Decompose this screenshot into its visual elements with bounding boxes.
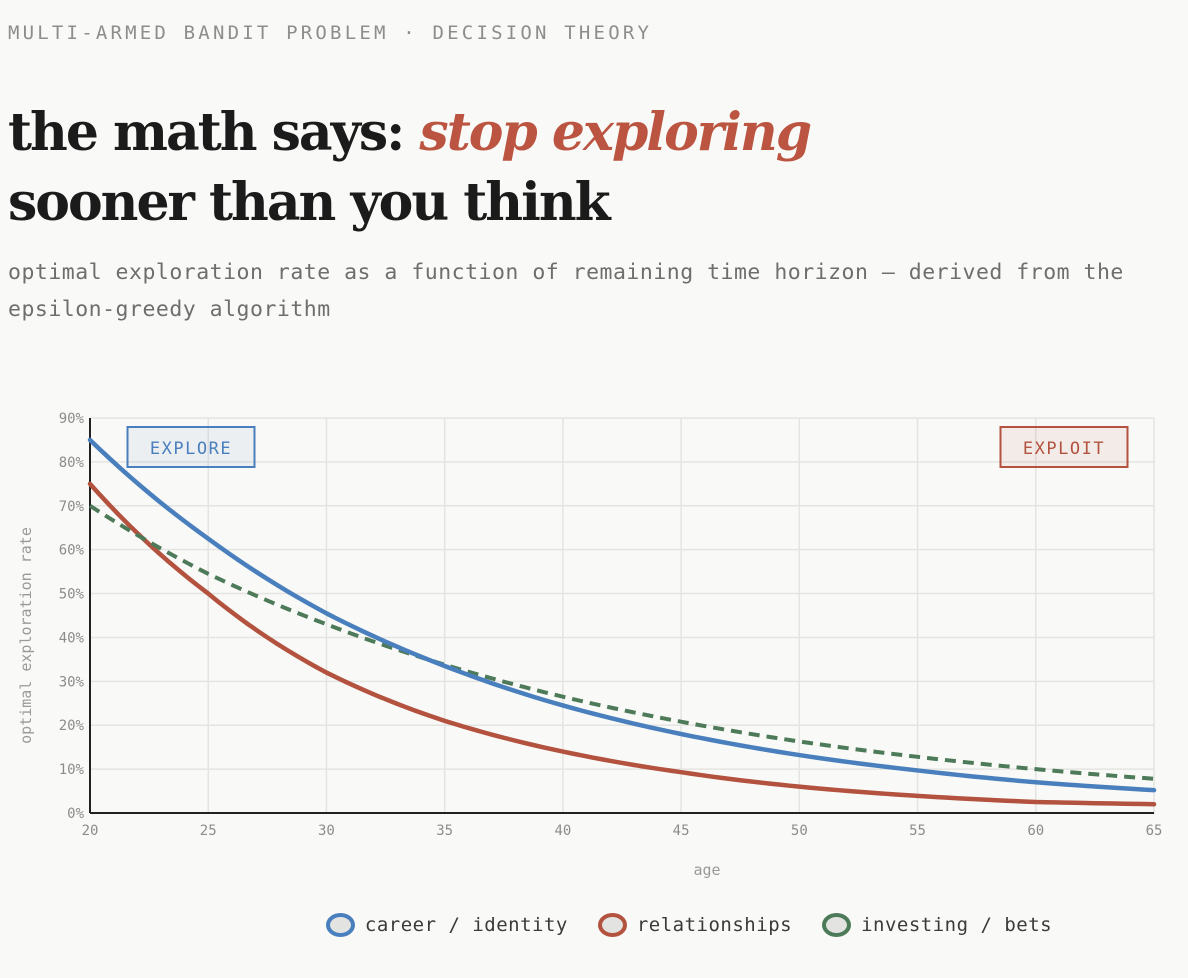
y-tick-label-30: 30% — [59, 674, 85, 690]
legend: career / identity relationships investin… — [0, 913, 1188, 937]
series-line-career-identity — [87, 437, 1157, 793]
y-tick-label-50: 50% — [59, 587, 85, 603]
explore-annotation-box — [126, 426, 256, 468]
headline-line-1: the math says: stop exploring — [8, 98, 812, 168]
x-tick-label-55: 55 — [909, 823, 926, 839]
headline-part-1: the math says: — [8, 102, 420, 163]
legend-swatch-investing — [822, 913, 852, 937]
legend-item-investing[interactable]: investing / bets — [822, 913, 1052, 937]
y-tick-label-70: 70% — [59, 499, 85, 515]
legend-label-career: career / identity — [364, 914, 568, 936]
x-axis-title: age — [693, 861, 720, 879]
x-tick-label-20: 20 — [82, 823, 99, 839]
x-tick-label-50: 50 — [791, 823, 808, 839]
legend-swatch-career — [325, 913, 355, 937]
explore-annotation-label: EXPLORE — [150, 439, 232, 459]
y-tick-label-40: 40% — [59, 630, 85, 646]
headline-accent: stop exploring — [419, 102, 812, 163]
headline-line-2: sooner than you think — [8, 172, 611, 233]
legend-label-relationships: relationships — [636, 914, 793, 936]
exploit-annotation-box — [999, 426, 1129, 468]
subtitle: optimal exploration rate as a function o… — [8, 260, 1124, 322]
y-tick-label-0: 0% — [67, 806, 84, 822]
exploration-rate-chart: 0% 10% 20% 30% 40% 50% 60% 70% 80% 90% 20 25 30 35 40 4… — [17, 411, 1163, 879]
exploit-annotation-label: EXPLOIT — [1023, 439, 1105, 459]
series-line-investing-bets — [88, 504, 1155, 781]
legend-item-career[interactable]: career / identity — [325, 913, 568, 937]
y-tick-label-90: 90% — [59, 411, 85, 427]
x-tick-label-25: 25 — [200, 823, 217, 839]
kicker: MULTI-ARMED BANDIT PROBLEM · DECISION TH… — [8, 22, 653, 44]
x-tick-label-35: 35 — [436, 823, 453, 839]
x-tick-label-45: 45 — [673, 823, 690, 839]
y-tick-label-60: 60% — [59, 543, 85, 559]
x-tick-label-65: 65 — [1146, 823, 1163, 839]
series-line-relationships — [87, 481, 1157, 807]
x-tick-label-30: 30 — [318, 823, 335, 839]
y-axis-title: optimal exploration rate — [17, 527, 35, 744]
y-tick-label-20: 20% — [59, 718, 85, 734]
x-tick-label-60: 60 — [1027, 823, 1044, 839]
legend-item-relationships[interactable]: relationships — [597, 913, 793, 937]
headline: the math says: stop exploring sooner tha… — [8, 98, 812, 238]
legend-swatch-relationships — [597, 913, 627, 937]
y-tick-label-80: 80% — [59, 455, 85, 471]
y-tick-label-10: 10% — [59, 762, 85, 778]
legend-label-investing: investing / bets — [861, 914, 1053, 936]
x-tick-label-40: 40 — [554, 823, 571, 839]
